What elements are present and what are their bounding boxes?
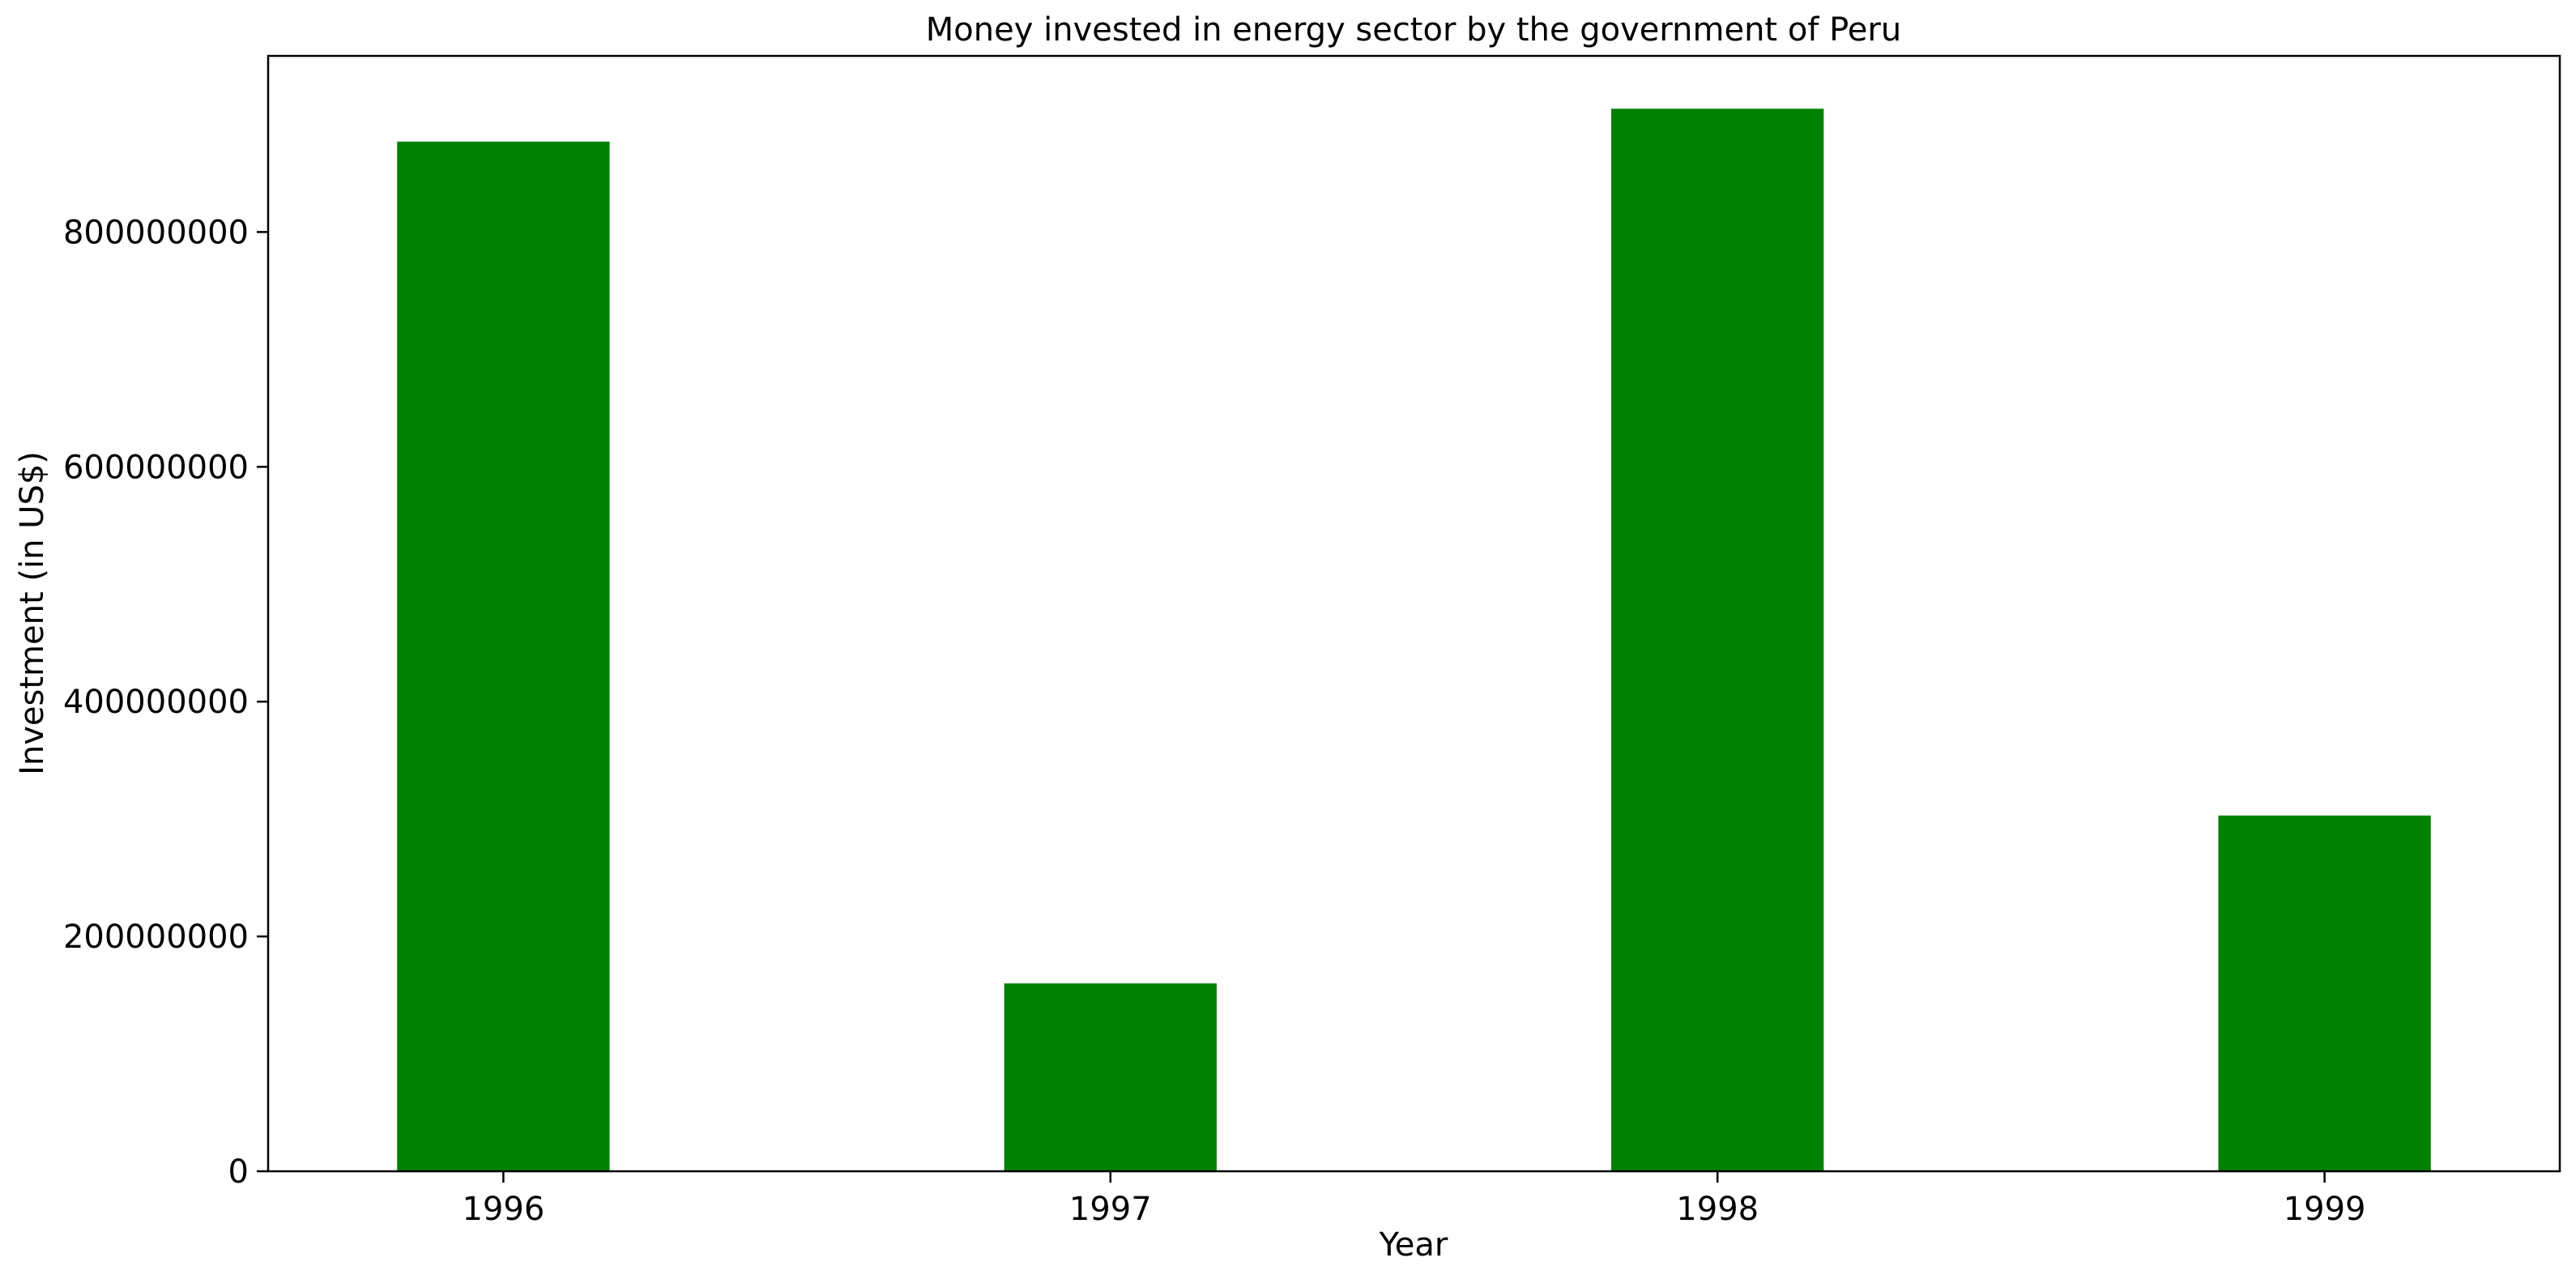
- bar-1997: [1004, 983, 1217, 1171]
- x-tick-label: 1999: [2284, 1191, 2366, 1228]
- y-tick-label: 200000000: [63, 919, 249, 956]
- bar-1996: [397, 141, 610, 1172]
- y-tick-label: 0: [228, 1153, 249, 1191]
- bars-group: [397, 109, 2431, 1172]
- y-tick-label: 400000000: [63, 684, 249, 721]
- y-axis-ticks: 0 200000000 400000000 600000000 800000000: [63, 214, 268, 1191]
- x-tick-label: 1998: [1676, 1191, 1759, 1228]
- bar-1998: [1611, 109, 1824, 1171]
- x-tick-label: 1996: [462, 1191, 544, 1228]
- x-axis-ticks: 1996 1997 1998 1999: [462, 1171, 2366, 1228]
- y-axis-label: Investment (in US$): [14, 451, 51, 775]
- bar-1999: [2218, 815, 2431, 1171]
- x-axis-label: Year: [1379, 1226, 1448, 1264]
- y-tick-label: 600000000: [63, 449, 249, 486]
- y-tick-label: 800000000: [63, 214, 249, 251]
- chart-title: Money invested in energy sector by the g…: [926, 11, 1901, 49]
- x-tick-label: 1997: [1069, 1191, 1152, 1228]
- plot-area-frame: [267, 54, 2561, 1173]
